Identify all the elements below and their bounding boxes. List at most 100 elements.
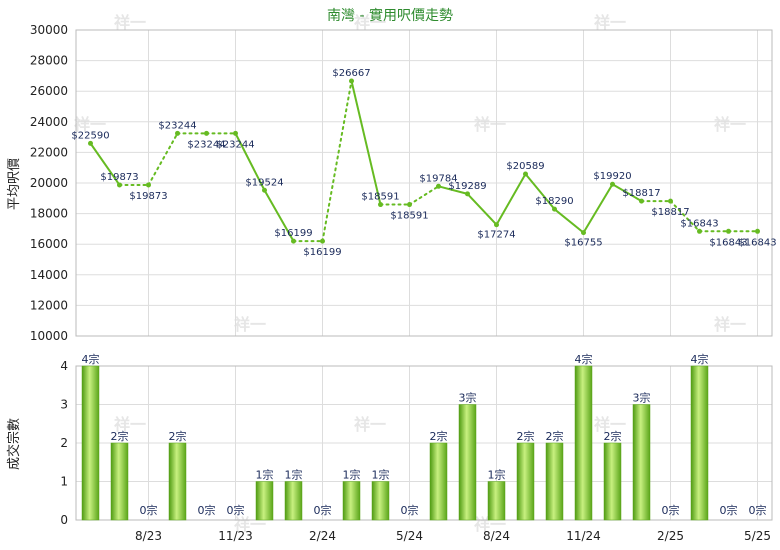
price-data-label: $19784 xyxy=(419,173,457,184)
price-point xyxy=(378,202,383,208)
volume-data-label: 2宗 xyxy=(430,429,448,443)
price-point xyxy=(117,182,122,188)
price-point xyxy=(146,182,151,188)
volume-data-label: 2宗 xyxy=(604,429,622,443)
price-tick-label: 24000 xyxy=(30,115,68,129)
x-tick-label: 5/25 xyxy=(744,529,771,543)
price-line-segment xyxy=(524,172,556,211)
price-point xyxy=(726,228,731,234)
volume-bar xyxy=(81,365,100,521)
price-tick-label: 18000 xyxy=(30,207,68,221)
price-data-label: $20589 xyxy=(506,161,544,172)
volume-data-label: 1宗 xyxy=(343,468,361,482)
volume-bar xyxy=(632,404,651,521)
watermark-text: 祥一 xyxy=(714,115,746,134)
price-line-segment-dotted xyxy=(408,185,440,206)
price-line-segment xyxy=(89,142,121,186)
volume-plot-frame xyxy=(75,365,773,521)
price-line-segment-dotted xyxy=(669,200,701,233)
price-data-label: $18591 xyxy=(361,192,399,203)
price-point xyxy=(755,228,760,234)
price-line-segment xyxy=(553,208,585,234)
price-line-segment xyxy=(582,183,614,234)
watermark-text: 祥一 xyxy=(354,415,386,434)
price-point xyxy=(88,140,93,146)
price-data-label: $26667 xyxy=(332,68,370,79)
watermark-text: 祥一 xyxy=(114,13,146,32)
price-tick-label: 28000 xyxy=(30,54,68,68)
volume-tick-label: 3 xyxy=(60,398,68,412)
volume-bar xyxy=(371,481,390,521)
x-tick-label: 8/24 xyxy=(483,529,510,543)
volume-data-label: 4宗 xyxy=(82,352,100,366)
price-data-label: $17274 xyxy=(477,230,515,241)
volume-bar xyxy=(255,481,274,521)
price-data-label: $19873 xyxy=(100,172,138,183)
price-data-label: $23244 xyxy=(216,139,254,150)
volume-bar xyxy=(458,404,477,521)
price-data-label: $19873 xyxy=(129,191,167,202)
volume-bar xyxy=(487,481,506,521)
price-data-label: $19289 xyxy=(448,181,486,192)
volume-bar xyxy=(429,442,448,521)
price-point xyxy=(465,191,470,197)
price-data-label: $18591 xyxy=(390,211,428,222)
volume-bar xyxy=(574,365,593,521)
price-point xyxy=(204,130,209,136)
x-tick-label: 2/25 xyxy=(657,529,684,543)
price-point xyxy=(407,202,412,208)
volume-data-label: 1宗 xyxy=(256,468,274,482)
volume-data-label: 0宗 xyxy=(749,503,767,517)
price-point xyxy=(494,222,499,228)
price-tick-label: 10000 xyxy=(30,329,68,343)
volume-data-label: 2宗 xyxy=(169,429,187,443)
volume-data-label: 0宗 xyxy=(314,503,332,517)
price-point xyxy=(436,183,441,189)
volume-data-label: 2宗 xyxy=(517,429,535,443)
volume-data-label: 0宗 xyxy=(198,503,216,517)
volume-data-label: 0宗 xyxy=(401,503,419,517)
price-panel: 10000 12000 14000 16000 18000 20000 22000 24000… xyxy=(30,23,777,343)
x-tick-label: 11/23 xyxy=(218,529,253,543)
price-point xyxy=(581,230,586,236)
price-data-label: $18290 xyxy=(535,196,573,207)
volume-data-label: 2宗 xyxy=(111,429,129,443)
x-tick-label: 11/24 xyxy=(566,529,601,543)
price-tick-label: 30000 xyxy=(30,23,68,37)
price-point xyxy=(610,181,615,187)
price-point xyxy=(639,198,644,204)
volume-bar xyxy=(110,442,129,521)
volume-data-label: 4宗 xyxy=(691,352,709,366)
price-tick-label: 22000 xyxy=(30,145,68,159)
price-point xyxy=(175,130,180,136)
volume-tick-label: 2 xyxy=(60,436,68,450)
volume-bar xyxy=(342,481,361,521)
price-tick-label: 12000 xyxy=(30,298,68,312)
watermark-text: 祥一 xyxy=(474,115,506,134)
x-tick-label: 2/24 xyxy=(309,529,336,543)
price-point xyxy=(320,238,325,244)
volume-data-label: 1宗 xyxy=(372,468,390,482)
price-data-label: $18817 xyxy=(651,207,689,218)
volume-bar xyxy=(284,481,303,521)
volume-data-label: 0宗 xyxy=(140,503,158,517)
price-line-segment xyxy=(495,172,527,226)
price-data-label: $16755 xyxy=(564,238,602,249)
price-point xyxy=(552,206,557,212)
price-point xyxy=(262,187,267,193)
watermark-text: 祥一 xyxy=(354,13,386,32)
watermark-text: 祥一 xyxy=(114,415,146,434)
watermark-text: 祥一 xyxy=(594,13,626,32)
x-tick-label: 5/24 xyxy=(396,529,423,543)
volume-bar xyxy=(603,442,622,521)
price-data-label: $18817 xyxy=(622,188,660,199)
volume-data-label: 0宗 xyxy=(227,503,245,517)
price-point xyxy=(291,238,296,244)
volume-data-label: 3宗 xyxy=(459,391,477,405)
volume-data-label: 2宗 xyxy=(546,429,564,443)
price-tick-label: 14000 xyxy=(30,268,68,282)
x-tick-label: 8/23 xyxy=(135,529,162,543)
price-tick-label: 26000 xyxy=(30,84,68,98)
volume-data-label: 0宗 xyxy=(662,503,680,517)
